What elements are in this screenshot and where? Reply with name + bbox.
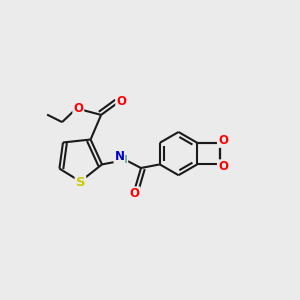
Text: O: O: [218, 134, 228, 147]
Text: N: N: [114, 149, 124, 163]
Text: O: O: [129, 187, 140, 200]
Text: H: H: [118, 155, 127, 165]
Text: O: O: [116, 94, 126, 108]
Text: O: O: [73, 102, 83, 116]
Text: O: O: [218, 160, 228, 173]
Text: S: S: [76, 176, 85, 190]
